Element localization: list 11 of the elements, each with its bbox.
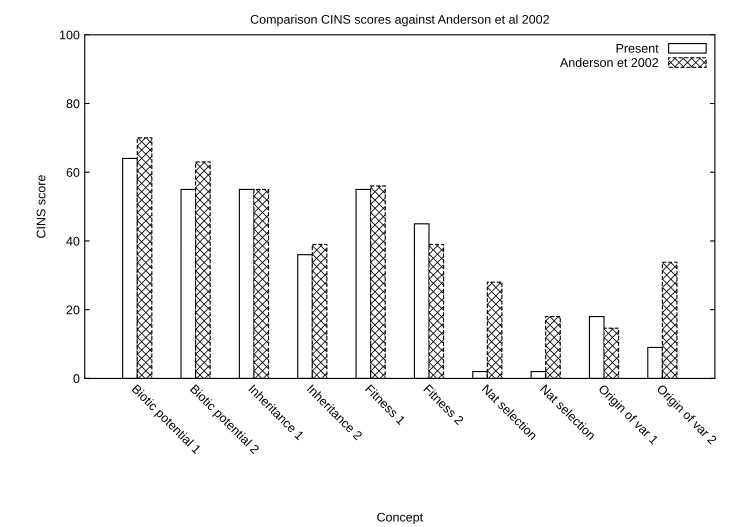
legend-label: Present — [616, 44, 659, 53]
legend-label: Anderson et 2002 — [560, 58, 658, 67]
y-tick-label: 20 — [66, 305, 80, 314]
y-tick-label: 80 — [66, 99, 80, 108]
y-tick-label: 100 — [60, 30, 80, 40]
y-axis-title: CINS score — [36, 175, 46, 238]
y-tick-label: 0 — [73, 374, 80, 384]
y-tick-label: 60 — [66, 168, 80, 177]
chart-title: Comparison CINS scores against Anderson et al 2002 — [250, 14, 549, 26]
x-axis-title: Concept — [377, 512, 424, 524]
y-tick-label: 40 — [66, 236, 80, 246]
